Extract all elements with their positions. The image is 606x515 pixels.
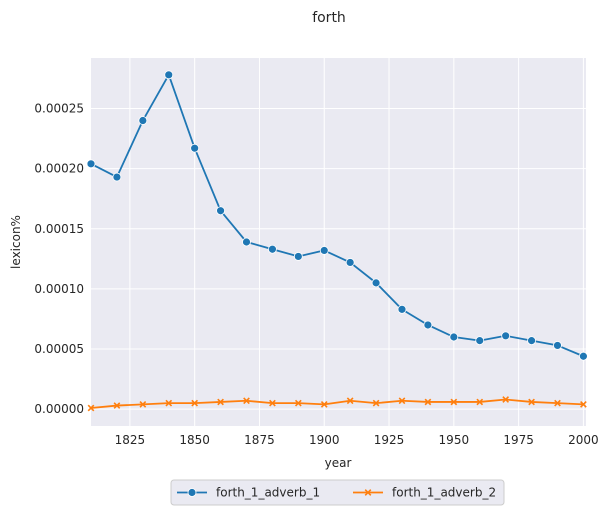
legend-entry-2: forth_1_adverb_2 <box>353 486 496 500</box>
x-tick-label: 1950 <box>439 433 470 447</box>
x-tick-label: 1925 <box>374 433 405 447</box>
legend-marker <box>187 488 197 497</box>
x-tick-label: 1975 <box>503 433 534 447</box>
series-layer <box>86 70 588 412</box>
chart-title: forth <box>312 10 346 26</box>
data-point <box>242 237 251 247</box>
x-tick-label: 1900 <box>309 433 340 447</box>
legend-marker <box>364 489 372 496</box>
data-point <box>580 400 587 408</box>
y-tick-label: 0.00005 <box>34 342 84 356</box>
x-tick-label: 1875 <box>244 433 275 447</box>
data-point <box>501 331 511 341</box>
data-point <box>87 404 95 412</box>
x-tick-label: 1850 <box>179 433 210 447</box>
data-point <box>190 143 200 153</box>
data-point <box>216 206 225 216</box>
legend: forth_1_adverb_1 forth_1_adverb_2 <box>170 479 505 506</box>
data-point <box>217 398 224 406</box>
y-tick-label: 0.00015 <box>34 222 84 236</box>
data-point <box>528 398 535 406</box>
data-point <box>450 398 458 406</box>
data-point <box>294 399 302 407</box>
data-point <box>554 399 561 407</box>
data-point <box>191 399 199 407</box>
series-1 <box>86 70 588 361</box>
tick-labels: 1825 1850 1875 1900 1925 1950 1975 2000 0.00000 0… <box>34 102 598 447</box>
data-point <box>113 402 121 409</box>
data-point <box>424 398 432 406</box>
x-axis-label: year <box>325 456 352 470</box>
legend-box <box>170 479 505 506</box>
series-line <box>90 398 584 409</box>
data-point <box>476 398 484 406</box>
data-point <box>553 341 562 350</box>
data-point <box>527 336 536 346</box>
plot-area <box>91 58 586 426</box>
legend-label: forth_1_adverb_1 <box>216 486 320 500</box>
data-point <box>397 304 407 314</box>
data-point <box>502 396 510 403</box>
data-point <box>320 400 328 408</box>
y-tick-label: 0.00010 <box>34 282 84 296</box>
data-point <box>269 399 276 407</box>
grid-lines <box>91 58 586 426</box>
data-point <box>268 244 277 254</box>
y-axis-label: lexicon% <box>9 215 23 269</box>
data-point <box>319 246 329 255</box>
data-point <box>164 70 174 80</box>
data-point <box>293 252 303 261</box>
data-point <box>398 397 406 405</box>
data-point <box>165 399 173 407</box>
data-point <box>112 172 122 182</box>
x-tick-label: 1825 <box>115 433 146 447</box>
data-point <box>449 332 459 342</box>
series-2 <box>87 396 587 412</box>
legend-entry-1: forth_1_adverb_1 <box>177 486 320 500</box>
legend-label: forth_1_adverb_2 <box>392 486 496 500</box>
data-point <box>139 400 147 408</box>
y-tick-label: 0.00025 <box>34 102 84 116</box>
y-tick-label: 0.00000 <box>34 402 84 416</box>
data-point <box>475 336 485 346</box>
data-point <box>138 116 148 125</box>
data-point <box>372 399 380 407</box>
y-tick-label: 0.00020 <box>34 162 84 176</box>
data-point <box>371 278 381 288</box>
data-point <box>345 258 355 267</box>
data-point <box>86 159 96 169</box>
data-point <box>579 351 588 361</box>
x-tick-label: 2000 <box>568 433 599 447</box>
data-point <box>243 397 250 405</box>
data-point <box>346 397 354 405</box>
data-point <box>423 320 433 330</box>
